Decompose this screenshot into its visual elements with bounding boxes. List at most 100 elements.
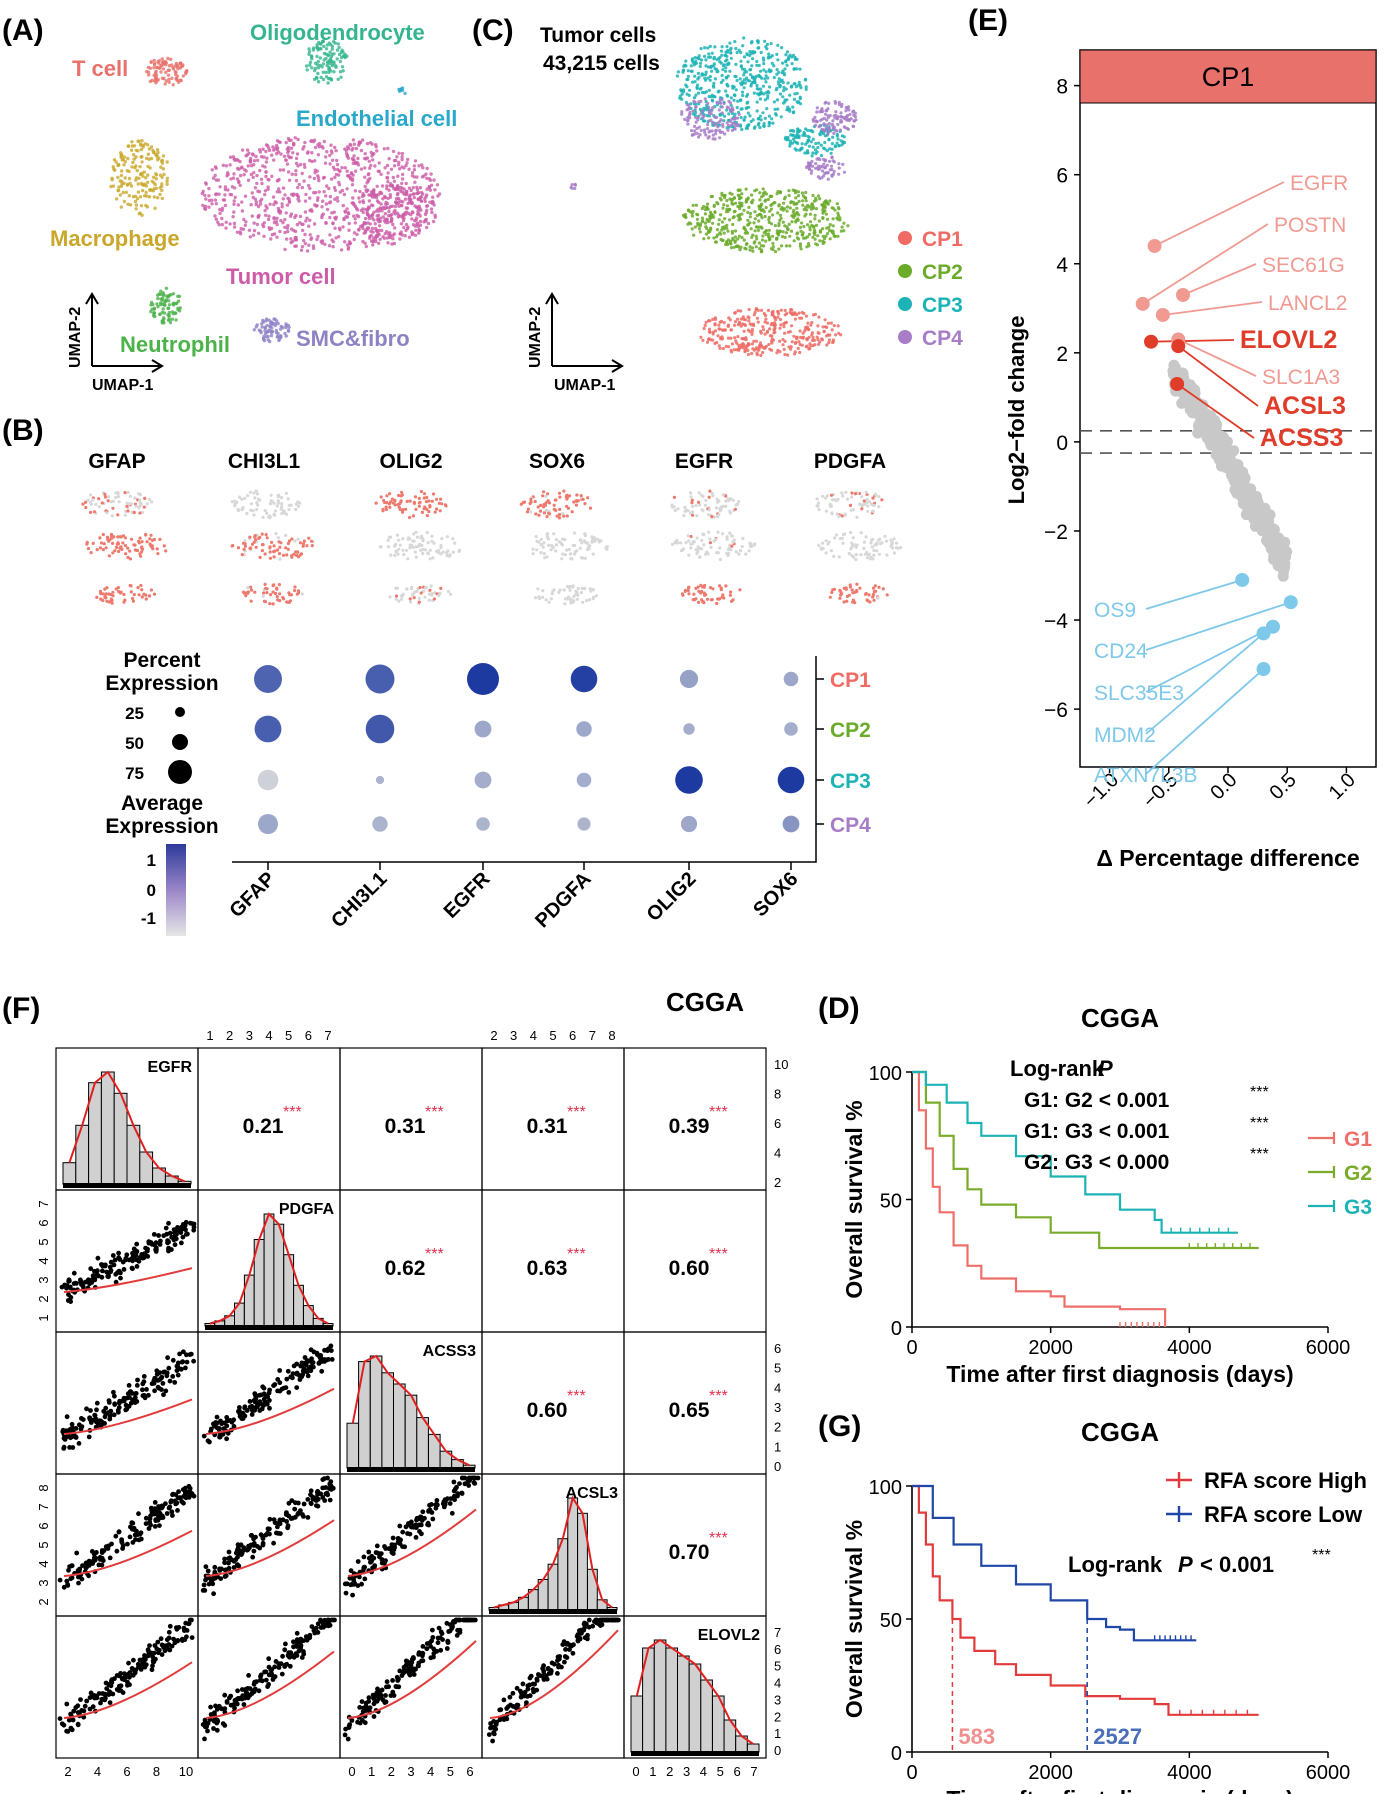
umap-point [726, 128, 730, 132]
umap-point [355, 232, 359, 237]
umap-point [716, 101, 720, 105]
umap-point [156, 293, 160, 297]
umap-point [719, 101, 723, 105]
feature-point [390, 497, 394, 501]
umap-point [687, 107, 691, 111]
umap-point [716, 121, 720, 125]
umap-point [268, 227, 272, 232]
umap-point [330, 151, 334, 155]
umap-point [392, 210, 396, 214]
umap-point [203, 193, 207, 197]
feature-point [547, 512, 552, 516]
umap-point [834, 333, 838, 337]
umap-point [328, 50, 332, 54]
umap-point [709, 195, 713, 199]
umap-point [733, 112, 737, 116]
feature-point [425, 495, 429, 500]
umap-point [711, 317, 715, 321]
umap-point [816, 324, 820, 328]
umap-point [725, 93, 729, 97]
umap-point [777, 233, 781, 237]
umap-point [731, 108, 735, 112]
feature-point [287, 503, 291, 507]
umap-point [252, 171, 256, 175]
umap-point [213, 198, 218, 202]
umap-point [711, 137, 715, 141]
umap-point [302, 179, 306, 183]
umap-point [753, 50, 757, 54]
color-bar-tick: 1 [147, 851, 156, 870]
feature-point [133, 496, 137, 500]
umap-point [418, 195, 423, 199]
umap-point [370, 226, 375, 231]
umap-point [405, 161, 409, 165]
umap-point [693, 74, 697, 78]
umap-point [271, 321, 275, 326]
umap-point [289, 227, 294, 231]
feature-point [109, 500, 113, 504]
umap-point [146, 173, 150, 177]
dotplot-x-label: OLIG2 [643, 868, 701, 926]
umap-point [687, 103, 691, 107]
umap-point [807, 138, 811, 143]
umap-point [223, 185, 228, 189]
umap-point [211, 176, 216, 180]
umap-point [811, 193, 815, 198]
umap-point [156, 150, 160, 155]
umap-point [691, 112, 696, 116]
umap-point [365, 212, 370, 216]
umap-point [771, 338, 776, 342]
feature-point [862, 540, 867, 544]
umap-point [757, 204, 761, 208]
feature-point [889, 544, 893, 548]
feature-point [293, 589, 297, 593]
umap-point [262, 338, 267, 343]
umap-point [363, 216, 368, 221]
umap-point [399, 222, 404, 226]
umap-point [806, 321, 810, 325]
umap-point [394, 200, 398, 204]
umap-point [771, 241, 775, 245]
feature-point [258, 498, 262, 502]
umap-point [147, 147, 152, 151]
umap-point [766, 56, 771, 60]
umap-point [128, 181, 132, 186]
feature-point [158, 537, 162, 542]
umap-point [166, 313, 170, 317]
umap-point [743, 115, 747, 119]
feature-point [673, 508, 678, 512]
umap-point [784, 87, 788, 91]
umap-point [308, 233, 312, 237]
umap-point [824, 201, 829, 205]
feature-point [105, 511, 109, 515]
umap-point [316, 66, 321, 70]
umap-point [338, 228, 342, 232]
feature-point [587, 544, 592, 548]
feature-point [885, 553, 889, 557]
feature-point [552, 532, 556, 536]
umap-point [247, 228, 252, 232]
feature-point [863, 592, 868, 596]
umap-point [301, 222, 305, 226]
umap-point [753, 217, 757, 221]
feature-point [691, 598, 695, 602]
umap-point [265, 156, 269, 160]
feature-point [853, 492, 858, 496]
umap-point [777, 203, 781, 207]
feature-point [554, 508, 558, 512]
feature-point [848, 503, 853, 507]
umap-point [742, 208, 746, 212]
umap-point [367, 159, 371, 163]
umap-point [818, 197, 822, 201]
feature-point [816, 501, 821, 505]
umap-point [429, 207, 434, 211]
umap-point [312, 222, 317, 226]
umap-point [761, 111, 765, 115]
umap-point [405, 210, 409, 214]
feature-point [554, 543, 559, 547]
umap-point [743, 350, 747, 354]
umap-point [304, 64, 309, 68]
panel-label-e: (E) [968, 4, 1008, 37]
umap-point [752, 221, 756, 225]
